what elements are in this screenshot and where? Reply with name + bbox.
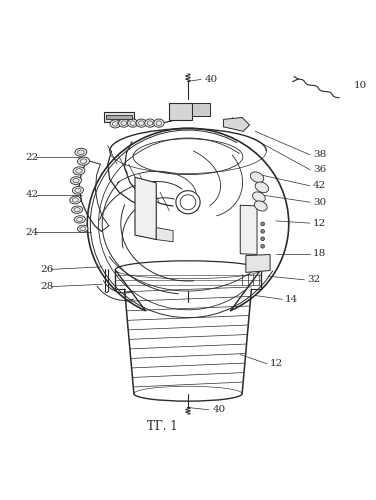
Text: 12: 12: [313, 218, 326, 228]
Text: 30: 30: [313, 198, 326, 206]
Ellipse shape: [73, 167, 85, 175]
Text: 18: 18: [313, 249, 326, 258]
Polygon shape: [192, 102, 211, 117]
Ellipse shape: [250, 172, 264, 182]
Ellipse shape: [145, 119, 155, 127]
Ellipse shape: [253, 192, 265, 202]
Ellipse shape: [74, 216, 85, 223]
Text: 40: 40: [212, 405, 226, 414]
Ellipse shape: [70, 196, 81, 204]
Polygon shape: [104, 112, 134, 122]
Ellipse shape: [72, 186, 83, 194]
Ellipse shape: [255, 201, 267, 211]
Polygon shape: [169, 102, 192, 120]
Ellipse shape: [136, 119, 147, 127]
Polygon shape: [135, 177, 156, 240]
Ellipse shape: [71, 206, 83, 214]
Text: 12: 12: [270, 360, 284, 368]
Bar: [106, 116, 132, 119]
Circle shape: [261, 230, 264, 233]
Ellipse shape: [118, 119, 129, 127]
Circle shape: [261, 222, 264, 226]
Ellipse shape: [127, 119, 138, 127]
Polygon shape: [223, 118, 250, 132]
Ellipse shape: [75, 148, 87, 156]
Polygon shape: [246, 254, 270, 272]
Ellipse shape: [255, 182, 268, 192]
Text: ΤГ. 1: ΤГ. 1: [147, 420, 177, 432]
Text: 22: 22: [26, 153, 39, 162]
Text: 36: 36: [313, 166, 326, 174]
Text: 24: 24: [26, 228, 39, 236]
Text: 42: 42: [26, 190, 39, 200]
Ellipse shape: [154, 119, 164, 127]
Ellipse shape: [70, 176, 82, 184]
Text: 38: 38: [313, 150, 326, 160]
Ellipse shape: [77, 225, 88, 232]
Polygon shape: [156, 228, 173, 242]
Ellipse shape: [77, 157, 89, 165]
Polygon shape: [240, 205, 257, 254]
Text: 14: 14: [285, 295, 298, 304]
Text: 28: 28: [41, 282, 54, 291]
Circle shape: [261, 237, 264, 240]
Circle shape: [261, 244, 264, 248]
Text: 42: 42: [313, 182, 326, 190]
Text: 10: 10: [354, 80, 367, 90]
Text: 26: 26: [41, 265, 54, 274]
Text: 40: 40: [205, 75, 218, 84]
Ellipse shape: [110, 120, 120, 128]
Text: 32: 32: [308, 276, 321, 284]
